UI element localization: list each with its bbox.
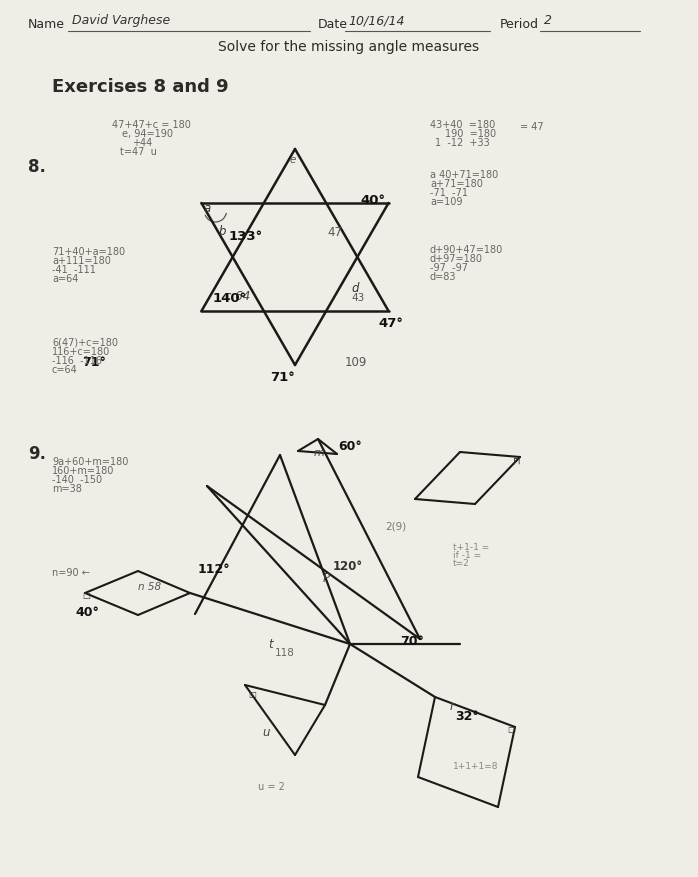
- Text: 133°: 133°: [229, 230, 263, 243]
- Text: 71+40+a=180: 71+40+a=180: [52, 246, 125, 257]
- Text: Name: Name: [28, 18, 65, 31]
- Text: 112°: 112°: [198, 562, 230, 575]
- Text: 6(47)+c=180: 6(47)+c=180: [52, 338, 118, 347]
- Text: □: □: [248, 689, 256, 698]
- Text: t=2: t=2: [453, 559, 470, 567]
- Text: -97  -97: -97 -97: [430, 263, 468, 273]
- Text: P: P: [323, 571, 330, 584]
- Text: 60°: 60°: [338, 439, 362, 453]
- Text: 160+m=180: 160+m=180: [52, 466, 114, 475]
- Text: n 58: n 58: [138, 581, 161, 591]
- Text: b: b: [219, 225, 226, 238]
- Text: 118: 118: [275, 647, 295, 657]
- Text: a+111=180: a+111=180: [52, 256, 111, 266]
- Text: c=64: c=64: [52, 365, 77, 374]
- Text: 8.: 8.: [28, 158, 46, 175]
- Text: t=47  u: t=47 u: [120, 146, 157, 157]
- Text: e, 94=190: e, 94=190: [122, 129, 173, 139]
- Text: -116  -116: -116 -116: [52, 355, 102, 366]
- Text: a=64: a=64: [52, 274, 78, 283]
- Text: n=90 ←: n=90 ←: [52, 567, 90, 577]
- Text: 120°: 120°: [333, 560, 363, 573]
- Text: t: t: [268, 638, 273, 650]
- Text: 1+1+1=8: 1+1+1=8: [453, 761, 498, 770]
- Text: a+71=180: a+71=180: [430, 179, 483, 189]
- Text: 71°: 71°: [270, 371, 295, 383]
- Text: □: □: [507, 724, 515, 733]
- Text: +44: +44: [132, 138, 152, 148]
- Text: = 47: = 47: [520, 122, 544, 132]
- Text: 43+40  =180: 43+40 =180: [430, 120, 496, 130]
- Text: a: a: [204, 202, 211, 215]
- Text: m: m: [314, 447, 325, 458]
- Text: -140  -150: -140 -150: [52, 474, 102, 484]
- Text: a=109: a=109: [430, 196, 463, 207]
- Text: d+90+47=180: d+90+47=180: [430, 245, 503, 254]
- Text: 109: 109: [345, 355, 367, 368]
- Text: t+1-1 =: t+1-1 =: [453, 542, 489, 552]
- Text: David Varghese: David Varghese: [72, 14, 170, 27]
- Text: Date: Date: [318, 18, 348, 31]
- Text: 32°: 32°: [455, 709, 479, 722]
- Text: 190  =180: 190 =180: [445, 129, 496, 139]
- Text: 2: 2: [544, 14, 552, 27]
- Text: Solve for the missing angle measures: Solve for the missing angle measures: [218, 40, 480, 54]
- Text: r: r: [450, 699, 455, 712]
- Text: -41  -111: -41 -111: [52, 265, 96, 275]
- Text: 2(9): 2(9): [385, 522, 406, 531]
- Text: u = 2: u = 2: [258, 781, 285, 791]
- Text: -71  -71: -71 -71: [430, 188, 468, 198]
- Text: 140°: 140°: [213, 292, 247, 305]
- Text: ⊓: ⊓: [513, 455, 521, 466]
- Text: 116+c=180: 116+c=180: [52, 346, 110, 357]
- Text: 9.: 9.: [28, 445, 46, 462]
- Text: 9a+60+m=180: 9a+60+m=180: [52, 457, 128, 467]
- Text: 43: 43: [351, 293, 364, 303]
- Text: d: d: [351, 282, 359, 295]
- Text: d+97=180: d+97=180: [430, 253, 483, 264]
- Text: c 64: c 64: [225, 289, 251, 303]
- Text: 40°: 40°: [75, 605, 99, 618]
- Text: Exercises 8 and 9: Exercises 8 and 9: [52, 78, 229, 96]
- Text: e: e: [290, 155, 297, 165]
- Text: if -1 =: if -1 =: [453, 551, 481, 560]
- Text: u: u: [262, 725, 269, 738]
- Text: 10/16/14: 10/16/14: [348, 14, 405, 27]
- Text: 1  -12  +33: 1 -12 +33: [435, 138, 490, 148]
- Text: 70°: 70°: [400, 634, 424, 647]
- Text: a 40+71=180: a 40+71=180: [430, 170, 498, 180]
- Text: □: □: [82, 590, 90, 599]
- Text: 47°: 47°: [378, 317, 403, 330]
- Text: Period: Period: [500, 18, 539, 31]
- Text: d=83: d=83: [430, 272, 456, 282]
- Text: 40°: 40°: [361, 194, 385, 207]
- Text: 47: 47: [327, 225, 342, 239]
- Text: m=38: m=38: [52, 483, 82, 494]
- Text: 71°: 71°: [82, 355, 106, 368]
- Text: 47+47+c = 180: 47+47+c = 180: [112, 120, 191, 130]
